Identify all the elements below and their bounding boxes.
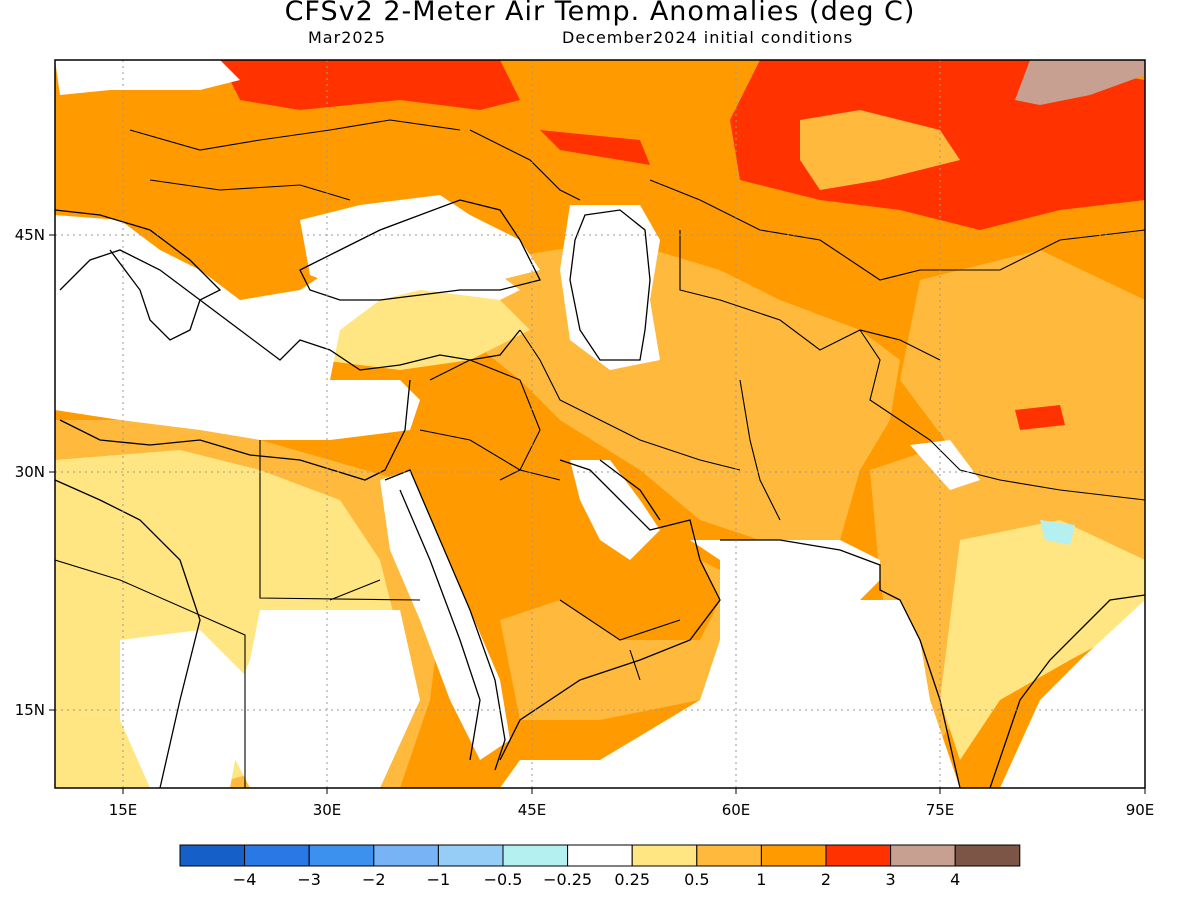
sudan-white [220, 610, 420, 788]
grid-lines [55, 60, 1145, 788]
colorbar-swatch [890, 844, 956, 867]
colorbar-label: −2 [362, 870, 386, 889]
colorbar-swatch [696, 844, 762, 867]
anomaly-zone-bangladesh-pale [940, 520, 1145, 760]
colorbar-label: 0.5 [684, 870, 709, 889]
colorbar-swatch [567, 844, 633, 867]
chad-white [120, 630, 250, 788]
lat-label-30n: 30N [15, 463, 45, 481]
colorbar-label: 1 [756, 870, 766, 889]
colorbar-label: −1 [427, 870, 451, 889]
colorbar-label: −0.25 [543, 870, 592, 889]
map-plot-area [55, 60, 1145, 788]
colorbar-swatch [825, 844, 892, 867]
valid-month: Mar2025 [308, 28, 386, 47]
lon-label-90e: 90E [1126, 801, 1155, 819]
persian-gulf [570, 460, 660, 560]
colorbar [179, 844, 1021, 867]
colorbar-label: −0.5 [484, 870, 523, 889]
colorbar-swatch [502, 844, 569, 867]
lon-label-75e: 75E [926, 801, 955, 819]
anomaly-zone-tibet-red [1015, 405, 1065, 430]
country-borders [55, 119, 1145, 788]
map-title: CFSv2 2-Meter Air Temp. Anomalies (deg C… [284, 0, 916, 27]
anomaly-zone-cyan-small [1040, 520, 1075, 545]
coastlines [55, 199, 1145, 788]
black-sea [300, 195, 540, 295]
colorbar-label: 3 [886, 870, 896, 889]
anomaly-zone-baltic-red [220, 60, 520, 110]
colorbar-label: −4 [233, 870, 257, 889]
plot-frame [54, 59, 1146, 789]
lon-label-45e: 45E [518, 801, 547, 819]
colorbar-swatch [760, 844, 827, 867]
anomaly-zone-white-small [910, 440, 980, 490]
lat-label-15n: 15N [15, 701, 45, 719]
colorbar-swatch [437, 844, 504, 867]
red-sea [380, 470, 510, 760]
init-conditions: December2024 initial conditions [562, 28, 854, 47]
lon-label-60e: 60E [722, 801, 751, 819]
anomaly-zone-siberia-inner [800, 110, 960, 190]
colorbar-label: 2 [821, 870, 831, 889]
anomaly-zone-tibet-light [900, 250, 1145, 500]
lat-label-45n: 45N [15, 226, 45, 244]
colorbar-swatch [308, 844, 375, 867]
axis-ticks [49, 234, 1146, 794]
colorbar-label: 4 [950, 870, 960, 889]
colorbar-swatch [631, 844, 698, 867]
colorbar-swatch [373, 844, 439, 867]
caspian-sea [560, 205, 660, 370]
colorbar-label: −3 [297, 870, 321, 889]
baltic-north [55, 60, 240, 95]
lon-label-15e: 15E [109, 801, 138, 819]
colorbar-swatch [244, 844, 310, 867]
colorbar-label: 0.25 [614, 870, 650, 889]
colorbar-labels: −4 −3 −2 −1 −0.5 −0.25 0.25 0.5 1 2 3 4 [233, 870, 960, 889]
anomaly-zone-ne-brown [1015, 60, 1145, 105]
arabian-sea [500, 540, 960, 788]
anomaly-zone-volga-red [540, 130, 650, 165]
lon-label-30e: 30E [313, 801, 342, 819]
colorbar-swatch [179, 844, 246, 867]
bay-of-bengal [1000, 600, 1145, 788]
colorbar-swatch [954, 844, 1021, 867]
